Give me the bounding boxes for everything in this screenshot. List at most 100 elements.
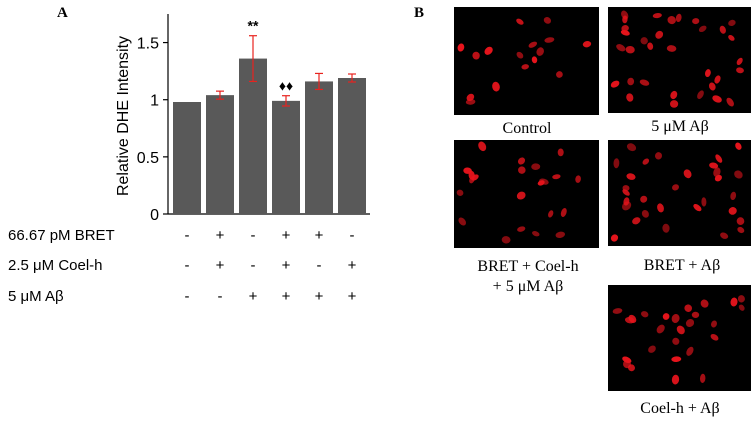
nucleus [622, 15, 628, 24]
condition-sign: + [315, 288, 324, 305]
nucleus [737, 295, 745, 303]
nucleus [492, 81, 500, 92]
condition-label: 66.67 pM BRET [8, 227, 115, 244]
nucleus [642, 158, 650, 165]
nucleus [548, 210, 554, 218]
nucleus [705, 69, 711, 78]
nucleus [457, 43, 465, 52]
nucleus [662, 223, 670, 233]
nucleus [655, 30, 664, 39]
nucleus [714, 75, 721, 84]
bar [272, 100, 300, 214]
nucleus [626, 143, 637, 152]
condition-sign: + [216, 257, 225, 274]
condition-sign: - [185, 288, 190, 305]
nucleus [711, 320, 717, 328]
micrograph-caption: BRET + Aβ [644, 257, 720, 274]
micrograph-background [454, 7, 599, 115]
error-bars [216, 35, 356, 107]
nucleus [613, 158, 620, 169]
nuclei [612, 295, 745, 385]
nuclei [610, 142, 745, 242]
nucleus [620, 29, 630, 36]
nucleus [531, 56, 538, 64]
nucleus [471, 174, 479, 181]
bar [239, 58, 267, 215]
micrograph-background [454, 140, 599, 248]
micrograph-caption: Control [503, 120, 552, 137]
panel-b-letter: B [414, 5, 424, 21]
nucleus [641, 311, 649, 318]
nucleus [528, 41, 538, 48]
nucleus [516, 18, 524, 25]
nucleus [728, 19, 736, 27]
nucleus [458, 217, 466, 226]
condition-sign: - [251, 227, 256, 244]
nucleus [699, 373, 706, 383]
nucleus [612, 308, 623, 314]
nucleus [472, 51, 480, 60]
nucleus [662, 313, 670, 320]
nucleus [543, 17, 552, 24]
nucleus [555, 231, 566, 238]
micrograph: BRET + Coel-h + 5 μM Aβ [454, 140, 599, 295]
nucleus [720, 232, 729, 239]
nucleus [626, 173, 636, 180]
bar [338, 78, 366, 214]
condition-sign: + [249, 288, 258, 305]
nucleus [610, 234, 619, 242]
nucleus [517, 157, 526, 165]
y-tick-label: 0 [150, 207, 159, 224]
nucleus [734, 170, 743, 179]
nucleus [518, 166, 526, 174]
nucleus [627, 77, 635, 86]
nucleus [539, 178, 549, 185]
nucleus [672, 337, 680, 345]
nucleus [670, 90, 678, 100]
nucleus [738, 304, 745, 311]
nucleus [701, 197, 707, 207]
condition-sign: + [282, 288, 291, 305]
nucleus [478, 141, 487, 152]
nucleus [691, 311, 700, 319]
nucleus [669, 100, 679, 108]
nucleus [647, 42, 654, 50]
bars [173, 58, 366, 215]
significance-marker: ** [248, 18, 259, 34]
bar-chart: 0 0.5 1 1.5 ** ♦♦ Relative DHE Intensity [115, 14, 370, 224]
nucleus [684, 304, 693, 312]
nuclei [610, 10, 744, 108]
nucleus [657, 203, 664, 213]
condition-label: 5 μM Aβ [8, 288, 64, 305]
nucleus [536, 47, 544, 56]
y-ticks: 0 0.5 1 1.5 [137, 36, 168, 224]
nucleus [560, 208, 567, 217]
nucleus [728, 207, 737, 215]
nucleus [640, 37, 648, 45]
nucleus [656, 324, 665, 334]
bar [305, 81, 333, 214]
nucleus [671, 313, 680, 324]
micrograph-background [608, 285, 751, 391]
condition-label: 2.5 μM Coel-h [8, 257, 103, 274]
treatment-conditions-table: 66.67 pM BRET - + - + + - 2.5 μM Coel-h - + - + - +5 … [8, 227, 357, 305]
nucleus [516, 51, 524, 59]
condition-sign: - [350, 227, 355, 244]
nucleus [652, 13, 662, 19]
nucleus [708, 82, 716, 91]
nucleus [683, 169, 692, 179]
nucleus [700, 299, 709, 308]
nuclei [457, 17, 592, 105]
nucleus [685, 319, 695, 327]
condition-sign: + [348, 288, 357, 305]
nucleus [715, 154, 723, 163]
micrograph: BRET + Aβ [608, 140, 751, 274]
y-tick-label: 1.5 [137, 36, 159, 53]
nucleus [675, 13, 682, 23]
condition-sign: + [282, 227, 291, 244]
nucleus [544, 37, 555, 43]
nucleus [517, 226, 526, 232]
nucleus [692, 18, 700, 25]
